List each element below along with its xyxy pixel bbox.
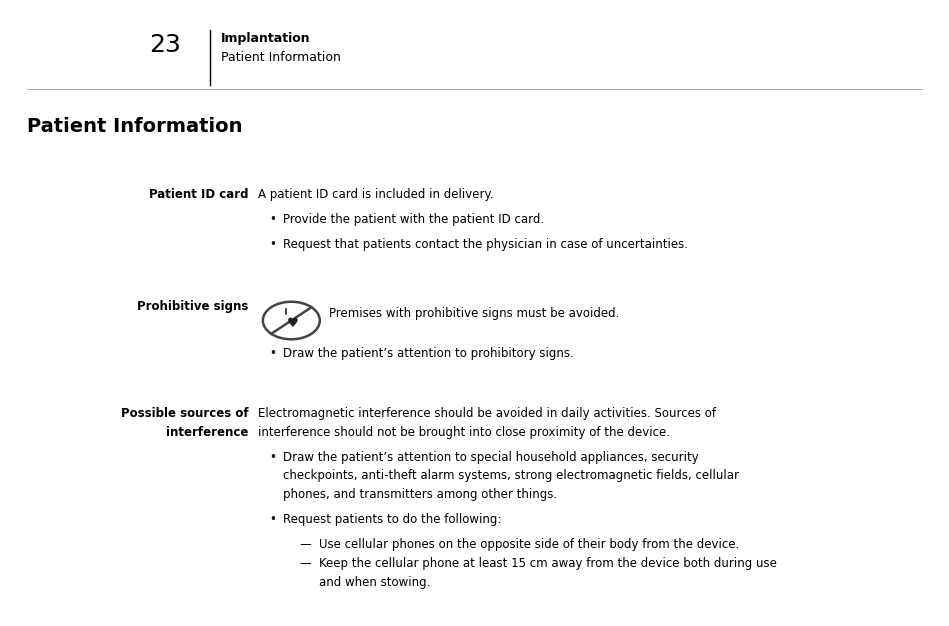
Text: Patient ID card: Patient ID card bbox=[149, 188, 249, 201]
Text: —: — bbox=[300, 557, 311, 570]
Text: Provide the patient with the patient ID card.: Provide the patient with the patient ID … bbox=[283, 213, 544, 226]
Text: •: • bbox=[270, 213, 276, 226]
Text: Implantation: Implantation bbox=[221, 33, 310, 45]
Text: Request that patients contact the physician in case of uncertainties.: Request that patients contact the physic… bbox=[283, 238, 688, 251]
Text: Possible sources of: Possible sources of bbox=[121, 407, 249, 420]
Text: •: • bbox=[270, 513, 276, 526]
Text: •: • bbox=[270, 451, 276, 464]
Text: Use cellular phones on the opposite side of their body from the device.: Use cellular phones on the opposite side… bbox=[319, 538, 739, 552]
Text: •: • bbox=[270, 347, 276, 361]
Text: Patient Information: Patient Information bbox=[27, 117, 242, 136]
Text: ♥: ♥ bbox=[288, 317, 299, 330]
Text: checkpoints, anti-theft alarm systems, strong electromagnetic fields, cellular: checkpoints, anti-theft alarm systems, s… bbox=[283, 470, 739, 483]
Text: Patient Information: Patient Information bbox=[221, 51, 341, 64]
Text: Electromagnetic interference should be avoided in daily activities. Sources of: Electromagnetic interference should be a… bbox=[258, 407, 716, 420]
Text: Keep the cellular phone at least 15 cm away from the device both during use: Keep the cellular phone at least 15 cm a… bbox=[319, 557, 776, 570]
Text: Request patients to do the following:: Request patients to do the following: bbox=[283, 513, 501, 526]
Text: and when stowing.: and when stowing. bbox=[319, 576, 430, 589]
Text: Draw the patient’s attention to prohibitory signs.: Draw the patient’s attention to prohibit… bbox=[283, 347, 573, 361]
Text: Prohibitive signs: Prohibitive signs bbox=[138, 300, 249, 314]
Text: phones, and transmitters among other things.: phones, and transmitters among other thi… bbox=[283, 488, 557, 501]
Text: A patient ID card is included in delivery.: A patient ID card is included in deliver… bbox=[258, 188, 493, 201]
Text: interference: interference bbox=[166, 426, 249, 439]
Text: Premises with prohibitive signs must be avoided.: Premises with prohibitive signs must be … bbox=[329, 307, 620, 320]
Text: Draw the patient’s attention to special household appliances, security: Draw the patient’s attention to special … bbox=[283, 451, 698, 464]
Text: interference should not be brought into close proximity of the device.: interference should not be brought into … bbox=[258, 426, 670, 439]
Text: 23: 23 bbox=[149, 33, 181, 57]
Text: —: — bbox=[300, 538, 311, 552]
Text: •: • bbox=[270, 238, 276, 251]
